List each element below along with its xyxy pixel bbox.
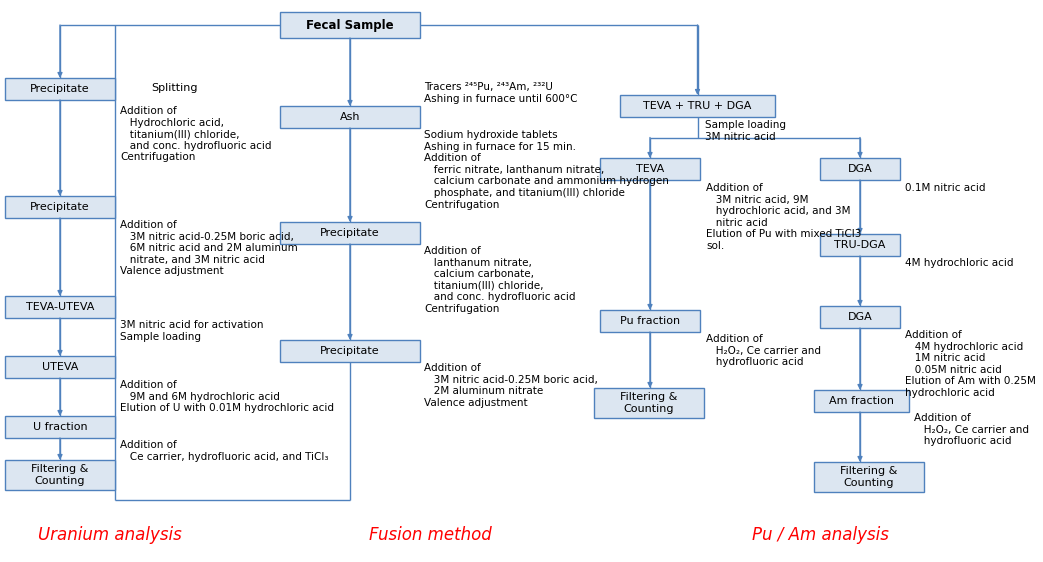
Bar xyxy=(820,158,900,180)
Text: Pu / Am analysis: Pu / Am analysis xyxy=(752,526,889,544)
Bar xyxy=(5,78,115,100)
Text: Addition of
   Ce carrier, hydrofluoric acid, and TiCl₃: Addition of Ce carrier, hydrofluoric aci… xyxy=(120,440,329,461)
Text: Addition of
   H₂O₂, Ce carrier and
   hydrofluoric acid: Addition of H₂O₂, Ce carrier and hydrofl… xyxy=(914,413,1029,446)
Text: U fraction: U fraction xyxy=(32,422,88,432)
Text: Addition of
   3M nitric acid, 9M
   hydrochloric acid, and 3M
   nitric acid
El: Addition of 3M nitric acid, 9M hydrochlo… xyxy=(706,183,862,251)
Bar xyxy=(820,306,900,328)
Text: TRU-DGA: TRU-DGA xyxy=(834,240,886,250)
Text: TEVA: TEVA xyxy=(636,164,664,174)
Text: Splitting: Splitting xyxy=(151,83,198,93)
Text: Ash: Ash xyxy=(340,112,360,122)
Bar xyxy=(600,310,700,332)
Text: Addition of
   9M and 6M hydrochloric acid
Elution of U with 0.01M hydrochloric : Addition of 9M and 6M hydrochloric acid … xyxy=(120,380,334,413)
Text: Pu fraction: Pu fraction xyxy=(620,316,680,326)
Bar xyxy=(620,95,775,117)
Bar xyxy=(280,12,420,38)
Text: DGA: DGA xyxy=(848,164,872,174)
Text: 0.1M nitric acid: 0.1M nitric acid xyxy=(905,183,986,193)
Text: Addition of
   3M nitric acid-0.25M boric acid,
   6M nitric acid and 2M aluminu: Addition of 3M nitric acid-0.25M boric a… xyxy=(120,220,297,277)
Text: TEVA + TRU + DGA: TEVA + TRU + DGA xyxy=(644,101,752,111)
Bar xyxy=(5,416,115,438)
Bar xyxy=(600,158,700,180)
Bar xyxy=(814,462,924,492)
Text: Sodium hydroxide tablets
Ashing in furnace for 15 min.
Addition of
   ferric nit: Sodium hydroxide tablets Ashing in furna… xyxy=(425,130,669,210)
Text: Addition of
   3M nitric acid-0.25M boric acid,
   2M aluminum nitrate
Valence a: Addition of 3M nitric acid-0.25M boric a… xyxy=(425,363,598,408)
Text: UTEVA: UTEVA xyxy=(42,362,78,372)
Bar xyxy=(595,388,704,418)
Text: Sample loading
3M nitric acid: Sample loading 3M nitric acid xyxy=(705,120,786,142)
Text: Addition of
   Hydrochloric acid,
   titanium(III) chloride,
   and conc. hydrof: Addition of Hydrochloric acid, titanium(… xyxy=(120,106,271,162)
Text: Tracers ²⁴⁵Pu, ²⁴³Am, ²³²U
Ashing in furnace until 600°C: Tracers ²⁴⁵Pu, ²⁴³Am, ²³²U Ashing in fur… xyxy=(425,82,578,103)
Text: TEVA-UTEVA: TEVA-UTEVA xyxy=(26,302,94,312)
Text: DGA: DGA xyxy=(848,312,872,322)
Text: Precipitate: Precipitate xyxy=(30,84,90,94)
Text: Filtering &
Counting: Filtering & Counting xyxy=(621,392,678,414)
Bar xyxy=(280,222,420,244)
Bar xyxy=(280,340,420,362)
Text: Precipitate: Precipitate xyxy=(320,228,380,238)
Text: Precipitate: Precipitate xyxy=(320,346,380,356)
Bar xyxy=(5,196,115,218)
Bar xyxy=(5,296,115,318)
Text: 3M nitric acid for activation
Sample loading: 3M nitric acid for activation Sample loa… xyxy=(120,320,264,342)
Text: Fusion method: Fusion method xyxy=(368,526,491,544)
Text: 4M hydrochloric acid: 4M hydrochloric acid xyxy=(905,258,1014,268)
Text: Precipitate: Precipitate xyxy=(30,202,90,212)
Text: Filtering &
Counting: Filtering & Counting xyxy=(31,464,89,486)
Bar xyxy=(280,106,420,128)
Text: Fecal Sample: Fecal Sample xyxy=(307,19,394,31)
Text: Uranium analysis: Uranium analysis xyxy=(39,526,181,544)
Text: Am fraction: Am fraction xyxy=(829,396,894,406)
Text: Addition of
   H₂O₂, Ce carrier and
   hydrofluoric acid: Addition of H₂O₂, Ce carrier and hydrofl… xyxy=(706,334,821,367)
Bar xyxy=(820,234,900,256)
Bar xyxy=(814,390,909,412)
Text: Addition of
   4M hydrochloric acid
   1M nitric acid
   0.05M nitric acid
Eluti: Addition of 4M hydrochloric acid 1M nitr… xyxy=(905,330,1036,398)
Text: Filtering &
Counting: Filtering & Counting xyxy=(841,466,898,488)
Bar xyxy=(5,356,115,378)
Bar xyxy=(5,460,115,490)
Text: Addition of
   lanthanum nitrate,
   calcium carbonate,
   titanium(III) chlorid: Addition of lanthanum nitrate, calcium c… xyxy=(425,246,576,314)
